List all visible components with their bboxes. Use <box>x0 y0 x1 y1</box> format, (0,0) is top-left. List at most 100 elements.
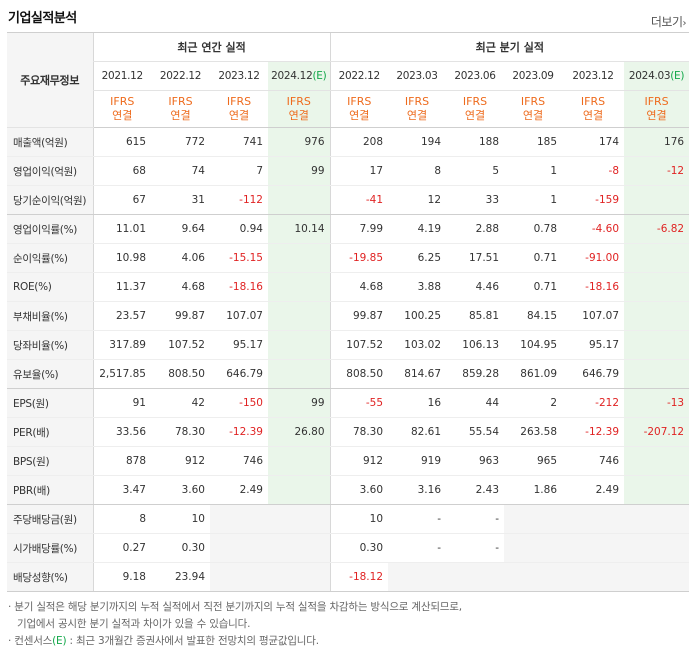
table-cell: 174 <box>562 127 625 157</box>
table-cell <box>446 562 505 592</box>
table-cell <box>268 533 331 563</box>
estimate-mark: (E) <box>312 70 327 82</box>
table-cell <box>562 533 625 563</box>
table-cell <box>268 243 331 273</box>
table-cell: 7 <box>210 156 268 186</box>
table-cell: -8 <box>562 156 625 186</box>
column-date: 2024.12(E) <box>268 61 331 91</box>
table-cell <box>624 272 690 302</box>
table-cell: 912 <box>151 446 210 476</box>
table-cell: -150 <box>210 388 268 418</box>
table-cell: 4.06 <box>151 243 210 273</box>
row-label: PER(배) <box>7 417 93 447</box>
table-cell: -112 <box>210 185 268 215</box>
table-cell: -18.16 <box>562 272 625 302</box>
table-cell: 1 <box>504 185 563 215</box>
table-cell: 1 <box>504 156 563 186</box>
table-row: 주당배당금(원) 8 10 10- - <box>7 504 690 534</box>
table-cell: 95.17 <box>562 330 625 360</box>
table-cell: 106.13 <box>446 330 505 360</box>
column-date: 2023.12 <box>210 61 268 91</box>
table-cell <box>210 562 268 592</box>
table-cell: 263.58 <box>504 417 563 447</box>
column-basis: IFRS 연결 <box>562 90 625 128</box>
table-cell: 31 <box>151 185 210 215</box>
estimate-mark: (E) <box>670 70 685 82</box>
table-cell: - <box>446 504 505 534</box>
table-cell: 107.07 <box>562 301 625 331</box>
table-cell <box>562 504 625 534</box>
table-cell <box>268 330 331 360</box>
table-cell: 912 <box>329 446 389 476</box>
row-label: 영업이익률(%) <box>7 214 93 244</box>
table-cell <box>268 475 331 505</box>
column-basis: IFRS 연결 <box>329 90 389 128</box>
table-row: 순이익률(%) 10.98 4.06 -15.15 -19.85 6.25 17.51 0.7… <box>7 243 690 273</box>
table-cell: -212 <box>562 388 625 418</box>
table-cell <box>268 504 331 534</box>
table-cell: 3.47 <box>92 475 151 505</box>
table-cell: -159 <box>562 185 625 215</box>
table-cell: 0.94 <box>210 214 268 244</box>
table-cell <box>504 504 563 534</box>
table-cell: 103.02 <box>388 330 447 360</box>
table-cell: 2.49 <box>562 475 625 505</box>
table-cell: 0.71 <box>504 272 563 302</box>
chevron-right-icon: › <box>682 18 687 29</box>
column-date: 2021.12 <box>92 61 151 91</box>
table-cell: 16 <box>388 388 447 418</box>
column-date: 2023.03 <box>388 61 447 91</box>
financial-table: 주요재무정보 최근 연간 실적 최근 분기 실적 2021.12 2022.12 2023… <box>7 32 690 592</box>
table-cell: -15.15 <box>210 243 268 273</box>
column-basis: IFRS 연결 <box>92 90 151 128</box>
table-cell <box>388 562 447 592</box>
column-date: 2022.12 <box>329 61 389 91</box>
table-cell <box>624 504 690 534</box>
table-cell: 2 <box>504 388 563 418</box>
table-cell: - <box>388 504 447 534</box>
table-cell: 26.80 <box>268 417 331 447</box>
footnote-1b: 기업에서 공시한 분기 실적과 차이가 있을 수 있습니다. <box>17 618 251 630</box>
row-label: 부채비율(%) <box>7 301 93 331</box>
more-link[interactable]: 더보기› <box>651 13 687 30</box>
table-row: 부채비율(%) 23.57 99.87 107.07 99.87 100.25 85.81 8… <box>7 301 690 331</box>
table-cell: 0.71 <box>504 243 563 273</box>
row-label: 영업이익(억원) <box>7 156 93 186</box>
table-cell: 963 <box>446 446 505 476</box>
row-label: 주당배당금(원) <box>7 504 93 534</box>
table-row: BPS(원) 878 912 746 912 919 963 965 746 <box>7 446 690 476</box>
table-cell: 84.15 <box>504 301 563 331</box>
table-cell: 10 <box>151 504 210 534</box>
table-cell: 33 <box>446 185 505 215</box>
table-cell: 746 <box>210 446 268 476</box>
table-cell: 878 <box>92 446 151 476</box>
table-cell: 33.56 <box>92 417 151 447</box>
table-cell: 0.78 <box>504 214 563 244</box>
table-cell: 3.60 <box>151 475 210 505</box>
table-cell: 8 <box>388 156 447 186</box>
table-cell <box>210 504 268 534</box>
table-cell <box>624 475 690 505</box>
table-row: 당좌비율(%) 317.89 107.52 95.17 107.52 103.02 106.… <box>7 330 690 360</box>
table-cell <box>624 359 690 389</box>
table-cell: 78.30 <box>151 417 210 447</box>
table-cell: 808.50 <box>329 359 389 389</box>
group-quarterly: 최근 분기 실적 <box>329 32 690 62</box>
table-cell: 42 <box>151 388 210 418</box>
table-cell: 7.99 <box>329 214 389 244</box>
column-date: 2023.09 <box>504 61 563 91</box>
table-cell: 0.30 <box>151 533 210 563</box>
table-cell: 12 <box>388 185 447 215</box>
table-cell <box>268 446 331 476</box>
table-cell: 91 <box>92 388 151 418</box>
table-cell: 85.81 <box>446 301 505 331</box>
table-cell <box>624 243 690 273</box>
table-cell: 10.14 <box>268 214 331 244</box>
table-cell: -55 <box>329 388 389 418</box>
table-cell: 17 <box>329 156 389 186</box>
table-cell: 919 <box>388 446 447 476</box>
table-cell <box>268 359 331 389</box>
table-cell: 99.87 <box>151 301 210 331</box>
table-cell: 104.95 <box>504 330 563 360</box>
table-cell: 176 <box>624 127 690 157</box>
